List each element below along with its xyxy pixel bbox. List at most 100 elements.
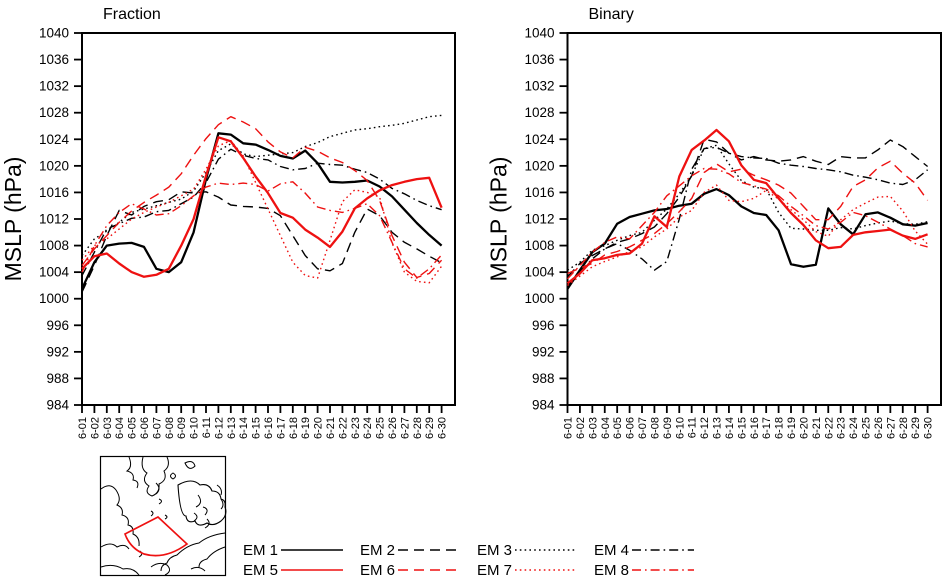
y-tick-label: 1040 [39,26,69,41]
series-line-em7 [567,184,929,286]
legend-line-sample [398,549,461,551]
x-tick-label: 6-09 [176,417,188,439]
series-line-em2 [81,191,442,293]
legend-item-em3: EM 3 [477,542,594,559]
series-line-em1 [566,187,928,290]
study-region-outline [123,515,189,557]
y-tick-label: 992 [46,344,69,359]
x-tick-label: 6-28 [898,417,910,439]
x-tick-label: 6-15 [251,417,263,439]
map-border [99,455,227,577]
legend-line-sample [515,569,578,571]
x-tick-label: 6-16 [749,417,761,439]
plot-frame [81,32,456,406]
series-line-em8 [566,167,928,280]
legend-item-em7: EM 7 [477,562,594,579]
y-tick-label: 992 [532,344,555,359]
x-axis: 6-01 6-02 6-03 6-04 6-05 6-06 6-07 6-08 6-09 6-10… [77,405,449,439]
x-tick-label: 6-19 [300,417,312,439]
legend-label: EM 6 [360,561,396,579]
fraction-plot: Fraction 984 988 992 996 1000 1004 1008 1012 1016… [0,6,456,439]
y-axis-title: MSLP (hPa) [0,157,26,282]
y-tick-label: 1036 [39,52,69,67]
legend-line-sample [281,569,344,571]
x-tick-label: 6-30 [437,417,449,439]
series-line-em3 [81,114,442,256]
y-tick-label: 988 [46,371,69,386]
y-axis: 984 988 992 996 1000 1004 1008 1012 1016 1020 1024… [524,26,568,413]
x-tick-label: 6-25 [861,417,873,439]
x-tick-label: 6-02 [89,417,101,439]
x-tick-label: 6-20 [313,417,325,439]
x-tick-label: 6-06 [139,417,151,439]
x-tick-label: 6-01 [563,417,575,439]
y-tick-label: 1032 [39,79,69,94]
series-line-em4 [81,148,442,276]
legend-label: EM 3 [477,541,513,559]
y-axis: 984 988 992 996 1000 1004 1008 1012 1016 1020 1024… [39,26,82,413]
x-tick-label: 6-23 [350,417,362,439]
y-tick-label: 1020 [39,158,69,173]
legend: EM 1 EM 2 EM 3 EM 4 EM 5 EM 6 EM 7 EM 8 [243,540,743,580]
series-line-em1 [80,132,443,290]
x-tick-label: 6-16 [263,417,275,439]
legend-label: EM 8 [594,561,630,579]
legend-line-sample [632,569,695,571]
y-axis-title: MSLP (hPa) [486,157,512,282]
x-tick-label: 6-11 [687,417,699,438]
x-tick-label: 6-10 [189,417,201,439]
x-tick-label: 6-12 [699,417,711,439]
x-tick-label: 6-08 [649,417,661,439]
x-tick-label: 6-15 [736,417,748,439]
x-tick-label: 6-06 [625,417,637,439]
y-tick-label: 1004 [524,265,555,280]
y-tick-label: 1040 [524,26,554,41]
x-tick-label: 6-22 [823,417,835,439]
y-tick-label: 1016 [39,185,69,200]
series-line-em3 [567,144,928,271]
map-inset [99,455,227,577]
x-tick-label: 6-22 [337,417,349,439]
y-tick-label: 1028 [524,105,554,120]
x-tick-label: 6-18 [288,417,300,439]
y-tick-label: 996 [532,318,555,333]
x-tick-label: 6-01 [77,417,89,439]
legend-line-sample [398,569,461,571]
y-tick-label: 1020 [524,158,554,173]
legend-item-em1: EM 1 [243,542,360,559]
y-tick-label: 988 [532,371,555,386]
y-tick-label: 984 [46,398,69,413]
legend-line-sample [515,549,578,551]
x-tick-label: 6-07 [637,417,649,439]
legend-label: EM 1 [243,541,279,559]
x-tick-label: 6-07 [151,417,163,439]
binary-plot: Binary 984 988 992 996 1000 1004 1008 1012 1016 10… [486,6,942,439]
x-tick-label: 6-05 [612,417,624,439]
x-tick-label: 6-04 [114,417,126,439]
series-line-em8 [81,181,443,279]
x-tick-label: 6-17 [275,417,287,439]
series-line-em6 [567,160,929,275]
series-line-em2 [566,138,929,278]
x-tick-label: 6-24 [362,417,374,439]
x-tick-label: 6-08 [164,417,176,439]
x-tick-label: 6-23 [836,417,848,439]
x-tick-label: 6-12 [213,417,225,439]
x-tick-label: 6-26 [387,417,399,439]
mslp-charts-svg: Fraction 984 988 992 996 1000 1004 1008 1012 1016… [0,6,942,439]
y-tick-label: 996 [46,318,69,333]
x-tick-label: 6-28 [412,417,424,439]
series-line-em5 [81,136,443,278]
y-tick-label: 1008 [39,238,69,253]
x-tick-label: 6-24 [848,417,860,439]
x-tick-label: 6-18 [774,417,786,439]
x-tick-label: 6-27 [399,417,411,439]
legend-label: EM 5 [243,561,279,579]
legend-label: EM 2 [360,541,396,559]
legend-row-1: EM 1 EM 2 EM 3 EM 4 [243,540,743,560]
x-tick-label: 6-03 [587,417,599,439]
legend-item-em4: EM 4 [594,542,711,559]
x-tick-label: 6-03 [102,417,114,439]
legend-label: EM 7 [477,561,513,579]
x-tick-label: 6-20 [798,417,810,439]
